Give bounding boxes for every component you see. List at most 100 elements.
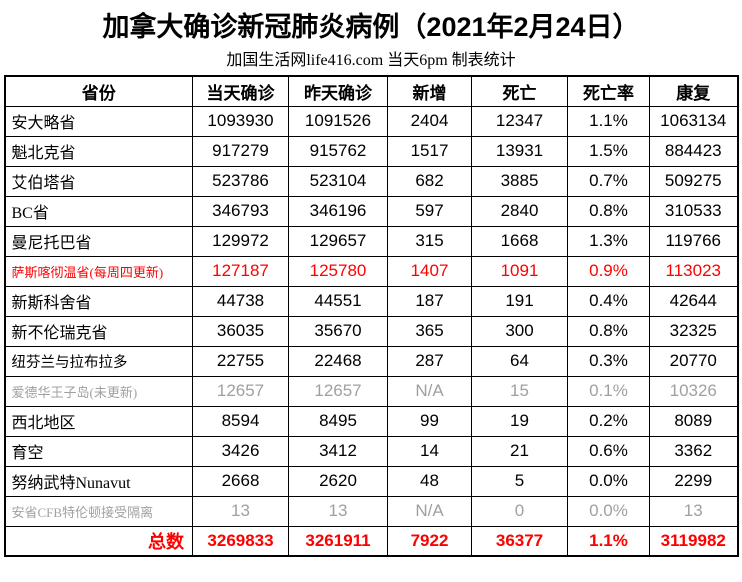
value-cell: 3885 bbox=[471, 165, 568, 197]
value-cell: 42644 bbox=[649, 285, 738, 317]
column-header-death-rate: 死亡率 bbox=[567, 75, 650, 107]
value-cell: N/A bbox=[387, 375, 472, 407]
table-row: 萨斯喀彻温省(每周四更新) 127187 125780 1407 1091 0.9% 113… bbox=[4, 255, 738, 287]
value-cell: 12657 bbox=[288, 375, 388, 407]
table-row: 新不伦瑞克省 36035 35670 365 300 0.8% 32325 bbox=[4, 315, 738, 347]
value-cell: 3412 bbox=[288, 435, 388, 467]
value-cell: 597 bbox=[387, 195, 472, 227]
value-cell: 3426 bbox=[192, 435, 289, 467]
value-cell: 300 bbox=[471, 315, 568, 347]
value-cell: 2620 bbox=[288, 465, 388, 497]
value-cell: 13 bbox=[192, 495, 289, 527]
value-cell: 187 bbox=[387, 285, 472, 317]
province-name-cell: 努纳武特Nunavut bbox=[4, 465, 193, 497]
value-cell: 346793 bbox=[192, 195, 289, 227]
value-cell: 1.5% bbox=[567, 135, 650, 167]
province-name-cell: 安大略省 bbox=[4, 105, 193, 137]
value-cell: 8594 bbox=[192, 405, 289, 437]
value-cell: 0.6% bbox=[567, 435, 650, 467]
table-row: 魁北克省 917279 915762 1517 13931 1.5% 884423 bbox=[4, 135, 738, 167]
value-cell: 119766 bbox=[649, 225, 738, 257]
province-name-cell: 新斯科舍省 bbox=[4, 285, 193, 317]
value-cell: 0.8% bbox=[567, 195, 650, 227]
value-cell: 0 bbox=[471, 495, 568, 527]
value-cell: 5 bbox=[471, 465, 568, 497]
header-row: 省份 当天确诊 昨天确诊 新增 死亡 死亡率 康复 bbox=[4, 75, 738, 107]
value-cell: 2840 bbox=[471, 195, 568, 227]
value-cell: 8495 bbox=[288, 405, 388, 437]
value-cell: 1.1% bbox=[567, 105, 650, 137]
value-cell: 13 bbox=[288, 495, 388, 527]
value-cell: 3362 bbox=[649, 435, 738, 467]
value-cell: 2404 bbox=[387, 105, 472, 137]
table-row: 纽芬兰与拉布拉多 22755 22468 287 64 0.3% 20770 bbox=[4, 345, 738, 377]
value-cell: 1093930 bbox=[192, 105, 289, 137]
province-name-cell: 西北地区 bbox=[4, 405, 193, 437]
value-cell: 287 bbox=[387, 345, 472, 377]
value-cell: 1407 bbox=[387, 255, 472, 287]
value-cell: 0.0% bbox=[567, 465, 650, 497]
province-name-cell: 曼尼托巴省 bbox=[4, 225, 193, 257]
value-cell: 21 bbox=[471, 435, 568, 467]
province-name-cell: 新不伦瑞克省 bbox=[4, 315, 193, 347]
value-cell: 19 bbox=[471, 405, 568, 437]
value-cell: 191 bbox=[471, 285, 568, 317]
value-cell: 35670 bbox=[288, 315, 388, 347]
value-cell: 10326 bbox=[649, 375, 738, 407]
value-cell: 1668 bbox=[471, 225, 568, 257]
value-cell: 12657 bbox=[192, 375, 289, 407]
value-cell: 0.1% bbox=[567, 375, 650, 407]
column-header-yesterday: 昨天确诊 bbox=[288, 75, 388, 107]
value-cell: 13 bbox=[649, 495, 738, 527]
page-subtitle: 加国生活网life416.com 当天6pm 制表统计 bbox=[226, 52, 516, 69]
value-cell: 523786 bbox=[192, 165, 289, 197]
value-cell: 682 bbox=[387, 165, 472, 197]
value-cell: 32325 bbox=[649, 315, 738, 347]
value-cell: 64 bbox=[471, 345, 568, 377]
total-label-cell: 总数 bbox=[4, 525, 193, 557]
value-cell: 1.3% bbox=[567, 225, 650, 257]
value-cell: 2668 bbox=[192, 465, 289, 497]
value-cell: 14 bbox=[387, 435, 472, 467]
table-row: 新斯科舍省 44738 44551 187 191 0.4% 42644 bbox=[4, 285, 738, 317]
value-cell: 12347 bbox=[471, 105, 568, 137]
value-cell: 2299 bbox=[649, 465, 738, 497]
value-cell: 346196 bbox=[288, 195, 388, 227]
value-cell: 365 bbox=[387, 315, 472, 347]
value-cell: 22755 bbox=[192, 345, 289, 377]
value-cell: 3261911 bbox=[288, 525, 388, 557]
value-cell: 0.7% bbox=[567, 165, 650, 197]
value-cell: 113023 bbox=[649, 255, 738, 287]
value-cell: 509275 bbox=[649, 165, 738, 197]
column-header-deaths: 死亡 bbox=[471, 75, 568, 107]
table-row: 艾伯塔省 523786 523104 682 3885 0.7% 509275 bbox=[4, 165, 738, 197]
value-cell: 129972 bbox=[192, 225, 289, 257]
province-name-cell: 爱德华王子岛(未更新) bbox=[4, 375, 193, 407]
value-cell: 3119982 bbox=[649, 525, 738, 557]
value-cell: N/A bbox=[387, 495, 472, 527]
value-cell: 915762 bbox=[288, 135, 388, 167]
covid-cases-table: 省份 当天确诊 昨天确诊 新增 死亡 死亡率 康复 安大略省 1093930 109… bbox=[3, 75, 739, 557]
value-cell: 1091 bbox=[471, 255, 568, 287]
province-name-cell: 育空 bbox=[4, 435, 193, 467]
table-row: 育空 3426 3412 14 21 0.6% 3362 bbox=[4, 435, 738, 467]
value-cell: 99 bbox=[387, 405, 472, 437]
table-body: 安大略省 1093930 1091526 2404 12347 1.1% 1063134 魁北… bbox=[4, 105, 738, 557]
table-row: 西北地区 8594 8495 99 19 0.2% 8089 bbox=[4, 405, 738, 437]
value-cell: 884423 bbox=[649, 135, 738, 167]
province-name-cell: 艾伯塔省 bbox=[4, 165, 193, 197]
value-cell: 0.9% bbox=[567, 255, 650, 287]
value-cell: 127187 bbox=[192, 255, 289, 287]
value-cell: 917279 bbox=[192, 135, 289, 167]
column-header-recovered: 康复 bbox=[649, 75, 738, 107]
table-row: 努纳武特Nunavut 2668 2620 48 5 0.0% 2299 bbox=[4, 465, 738, 497]
province-name-cell: 纽芬兰与拉布拉多 bbox=[4, 345, 193, 377]
total-row: 总数 3269833 3261911 7922 36377 1.1% 3119982 bbox=[4, 525, 738, 557]
table-row: 爱德华王子岛(未更新) 12657 12657 N/A 15 0.1% 10326 bbox=[4, 375, 738, 407]
value-cell: 0.8% bbox=[567, 315, 650, 347]
value-cell: 44551 bbox=[288, 285, 388, 317]
value-cell: 0.2% bbox=[567, 405, 650, 437]
value-cell: 22468 bbox=[288, 345, 388, 377]
value-cell: 1091526 bbox=[288, 105, 388, 137]
